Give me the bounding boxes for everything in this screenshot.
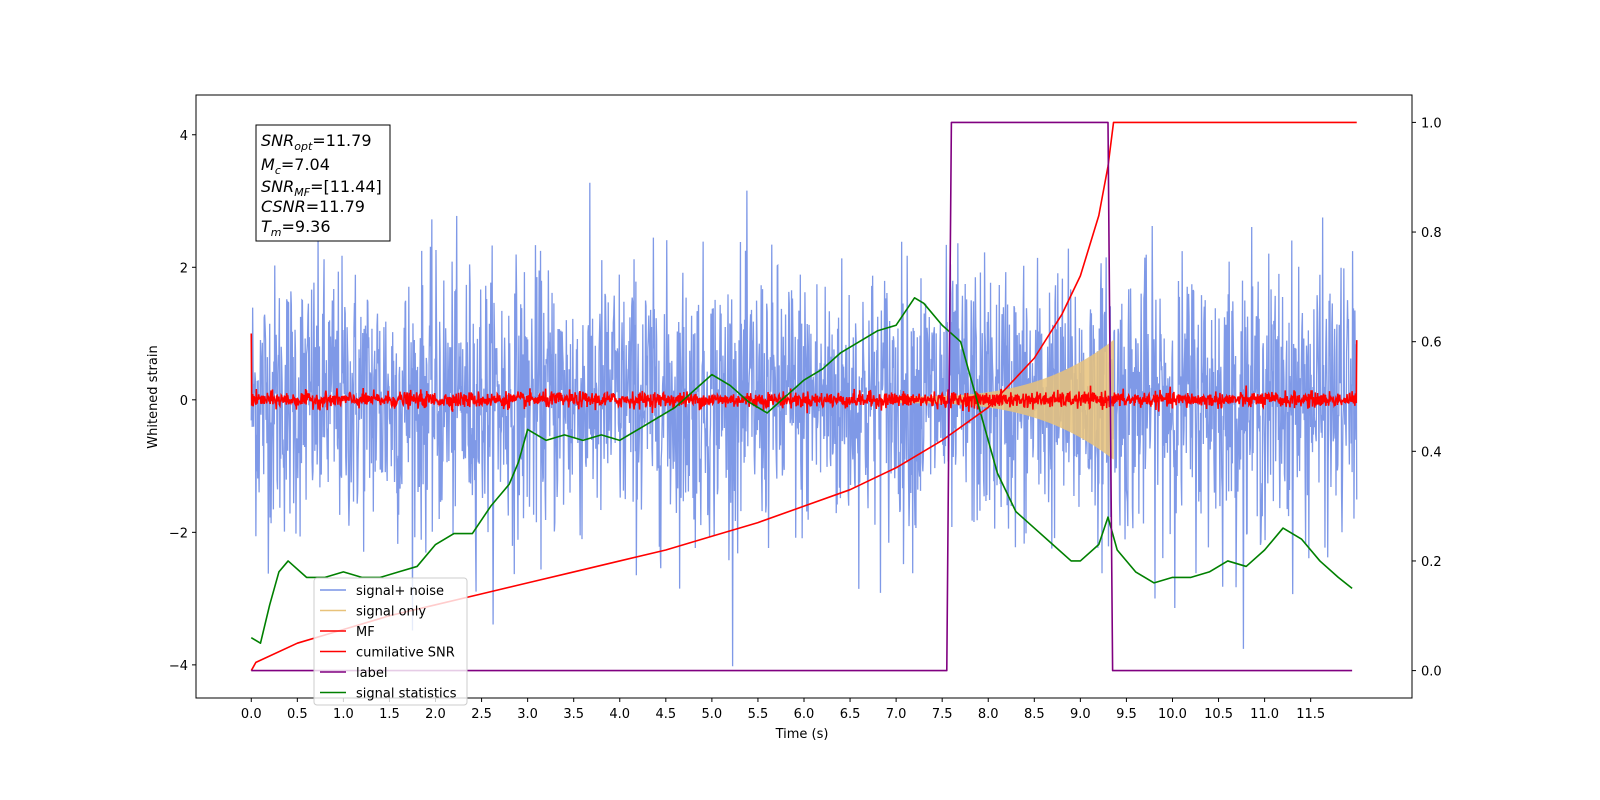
y-tick-label: 2 [180,261,188,276]
x-tick-label: 4.0 [609,707,630,722]
y2-tick-label: 0.6 [1421,336,1442,351]
x-tick-label: 6.5 [840,707,861,722]
x-tick-label: 3.0 [517,707,538,722]
x-tick-label: 8.0 [978,707,999,722]
x-tick-label: 10.0 [1158,707,1187,722]
legend-label-label: label [356,666,387,681]
y2-tick-label: 0.4 [1421,445,1442,460]
x-tick-label: 0.5 [287,707,308,722]
x-tick-label: 5.5 [748,707,769,722]
y-axis-right: 0.0 0.2 0.4 0.6 0.8 1.0 [1412,116,1442,680]
x-tick-label: 1.5 [379,707,400,722]
x-tick-label: 6.0 [794,707,815,722]
x-tick-label: 10.5 [1204,707,1233,722]
x-tick-label: 9.5 [1116,707,1137,722]
stats-snr-mf: SNRMF=[11.44] [261,177,382,199]
y-axis-label: Whitened strain [146,345,161,448]
y2-tick-label: 0.0 [1421,665,1442,680]
y2-tick-label: 0.8 [1421,226,1442,241]
y-tick-label: −4 [169,659,188,674]
x-tick-label: 11.5 [1296,707,1325,722]
x-tick-label: 8.5 [1024,707,1045,722]
x-axis-label: Time (s) [775,727,829,742]
x-tick-label: 9.0 [1070,707,1091,722]
legend-label-cumilative-snr: cumilative SNR [356,646,455,661]
x-tick-label: 4.5 [655,707,676,722]
stats-box: SNRopt=11.79 Mc=7.04 SNRMF=[11.44] CSNR=… [255,124,391,242]
x-tick-label: 3.5 [563,707,584,722]
x-tick-label: 5.0 [702,707,723,722]
y-tick-label: 0 [180,394,188,409]
stats-snr-opt: SNRopt=11.79 [261,131,372,153]
y2-tick-label: 1.0 [1421,116,1442,131]
x-tick-label: 7.5 [932,707,953,722]
x-tick-label: 0.0 [241,707,262,722]
legend-label-mf: MF [356,625,375,640]
x-tick-label: 11.0 [1250,707,1279,722]
series-label [251,121,1353,672]
x-axis: 0.0 0.5 1.0 1.5 2.0 2.5 3.0 3.5 4.0 4.5 5.0 5.5 6.0 6… [241,698,1325,722]
y-axis-left: −4 −2 0 2 4 [169,129,196,674]
series-signal-noise [250,182,1358,667]
x-tick-label: 7.0 [886,707,907,722]
legend-label-signal-noise: signal+ noise [356,584,444,599]
y2-tick-label: 0.2 [1421,555,1442,570]
x-tick-label: 2.0 [425,707,446,722]
stats-tm: Tm=9.36 [261,217,331,239]
legend-label-signal-statistics: signal statistics [356,687,457,702]
x-tick-label: 1.0 [333,707,354,722]
series-mf [250,333,1358,414]
legend-label-signal-only: signal only [356,605,426,620]
series-signal-statistics [250,297,1353,644]
y-tick-label: 4 [180,129,188,144]
legend: signal+ noise signal only MF cumilative SNR… [313,577,468,706]
stats-chirp-mass: Mc=7.04 [261,155,330,177]
x-tick-label: 2.5 [471,707,492,722]
y-tick-label: −2 [169,526,188,541]
stats-csnr: CSNR=11.79 [261,197,365,216]
